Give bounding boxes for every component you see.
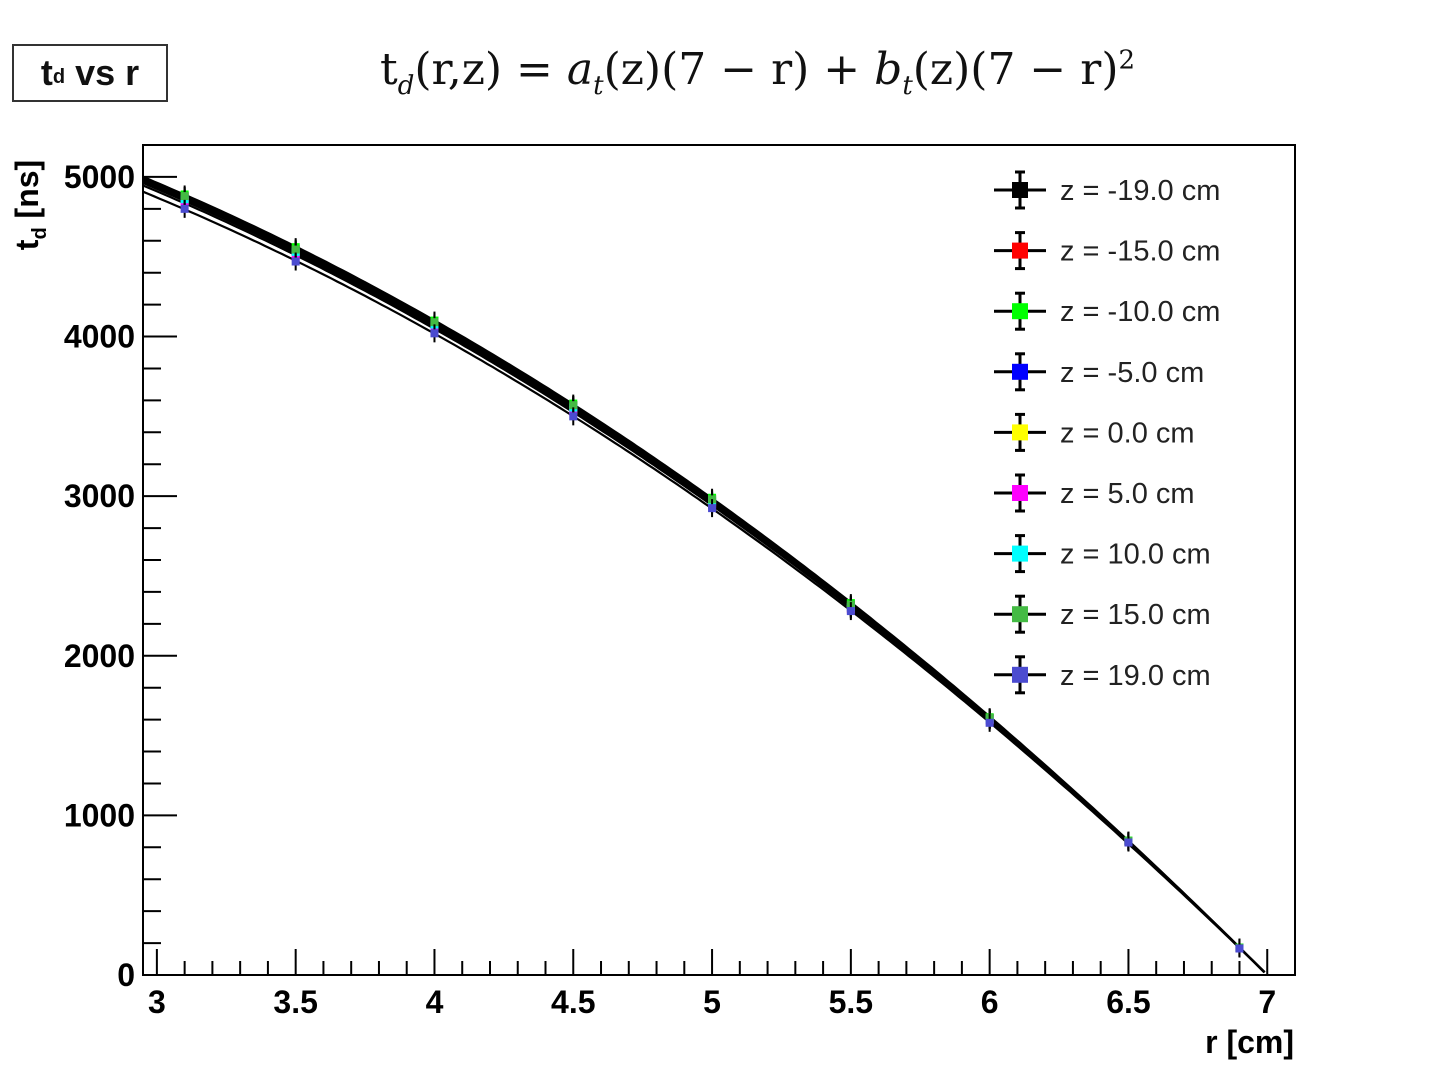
legend-marker [1012, 485, 1028, 501]
data-point [985, 718, 994, 727]
formula-t-sub: d [397, 70, 415, 101]
legend-label: z = -10.0 cm [1060, 296, 1220, 328]
title-t: t [40, 52, 53, 93]
legend-entry: z = -19.0 cm [994, 170, 1220, 210]
data-point [291, 257, 300, 266]
legend-marker [1012, 606, 1028, 623]
formula-a-sub: t [593, 70, 604, 101]
x-tick-label: 6.5 [1106, 984, 1150, 1020]
legend-entry: z = -15.0 cm [994, 231, 1220, 271]
formula-t: t [380, 44, 398, 95]
fit-curves [142, 175, 1266, 974]
x-tick-label: 5.5 [829, 984, 873, 1020]
formula-b-arg: (z)(7 − r) [912, 44, 1119, 95]
data-point [708, 504, 717, 513]
legend-marker [1012, 545, 1028, 562]
x-tick-label: 4 [426, 984, 444, 1020]
legend-marker [1012, 424, 1028, 441]
data-point [291, 245, 300, 254]
legend-marker [1012, 363, 1028, 380]
x-tick-label: 7 [1258, 984, 1276, 1020]
x-tick-label: 3.5 [273, 984, 317, 1020]
data-point [430, 329, 439, 338]
x-tick-label: 5 [703, 984, 721, 1020]
y-tick-label: 0 [117, 957, 135, 993]
legend-entry: z = -5.0 cm [994, 352, 1204, 392]
x-tick-label: 6 [981, 984, 999, 1020]
data-point [180, 204, 189, 213]
legend-marker [1012, 666, 1028, 683]
legend-entry: z = 19.0 cm [994, 655, 1211, 695]
data-point [180, 192, 189, 201]
data-point [846, 607, 855, 616]
legend-entry: z = 5.0 cm [994, 473, 1195, 513]
fit-curve [142, 190, 1266, 974]
x-axis: 3 3.5 4 4.5 5 5.5 6 6.5 7 [148, 949, 1276, 1020]
legend-label: z = -15.0 cm [1060, 236, 1220, 268]
y-tick-label: 2000 [64, 638, 135, 674]
fit-curve [142, 177, 1266, 973]
y-tick-label: 3000 [64, 478, 135, 514]
legend-entry: z = 15.0 cm [994, 594, 1211, 634]
data-points [180, 185, 1244, 958]
legend: z = -19.0 cm z = -15.0 cm z = -10.0 cm z = … [994, 170, 1220, 695]
y-axis-label: td [ns] [9, 160, 51, 250]
formula-b: b [874, 44, 903, 95]
y-axis: 0 1000 2000 3000 4000 5000 [64, 159, 177, 993]
formula-b-pow: 2 [1118, 45, 1136, 76]
legend-label: z = -5.0 cm [1060, 357, 1204, 389]
formula-args: (r,z) = [414, 44, 567, 95]
legend-label: z = 0.0 cm [1060, 417, 1195, 449]
title-rest: vs r [65, 52, 140, 93]
legend-label: z = -19.0 cm [1060, 175, 1220, 207]
legend-label: z = 19.0 cm [1060, 660, 1211, 692]
y-tick-label: 4000 [64, 319, 135, 355]
data-point [569, 412, 578, 421]
data-point [430, 318, 439, 327]
formula-a-arg: (z)(7 − r) + [603, 44, 875, 95]
formula-a: a [566, 44, 594, 95]
formula-b-sub: t [902, 70, 913, 101]
legend-label: z = 5.0 cm [1060, 478, 1195, 510]
legend-entry: z = -10.0 cm [994, 291, 1220, 331]
legend-label: z = 10.0 cm [1060, 539, 1211, 571]
legend-marker [1012, 182, 1028, 198]
y-tick-label: 1000 [64, 797, 135, 833]
legend-marker [1012, 303, 1028, 320]
legend-entry: z = 0.0 cm [994, 412, 1195, 452]
fit-formula: td(r,z) = at(z)(7 − r) + bt(z)(7 − r)2 [380, 44, 1135, 101]
y-tick-label: 5000 [64, 159, 135, 195]
legend-marker [1012, 242, 1028, 259]
x-tick-label: 3 [148, 984, 166, 1020]
title-subscript: d [52, 65, 66, 88]
legend-label: z = 15.0 cm [1060, 599, 1211, 631]
x-axis-label: r [cm] [1205, 1024, 1294, 1060]
legend-entry: z = 10.0 cm [994, 534, 1211, 574]
data-point [1235, 944, 1244, 953]
data-point [1124, 838, 1133, 847]
x-tick-label: 4.5 [551, 984, 595, 1020]
svg-text:td [ns]: td [ns] [9, 160, 51, 250]
data-point [569, 401, 578, 410]
